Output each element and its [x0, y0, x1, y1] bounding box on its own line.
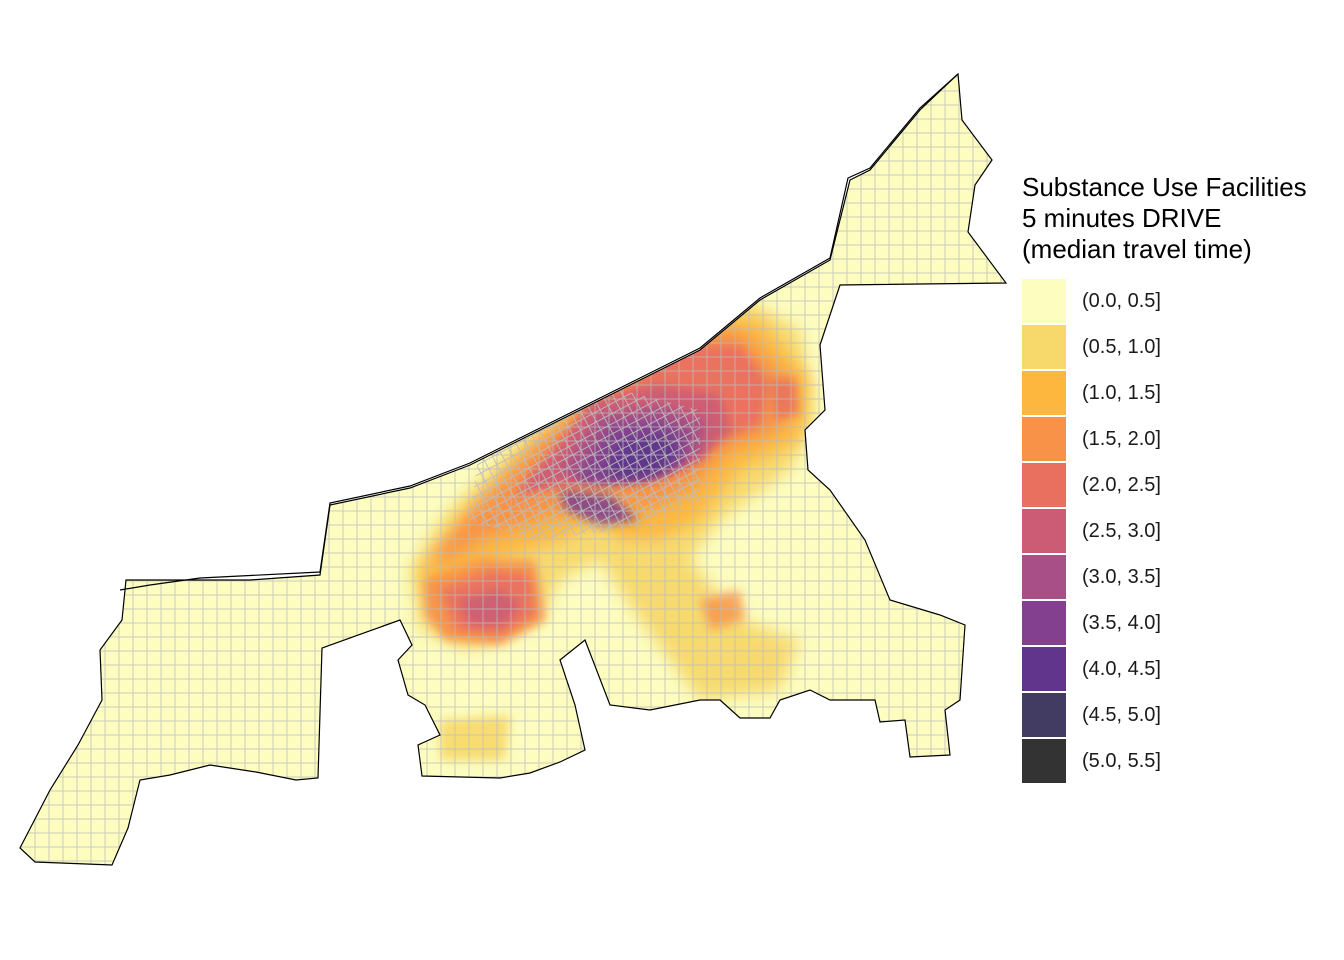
- legend-label: (3.5, 4.0]: [1082, 611, 1161, 634]
- legend-title-line-3: (median travel time): [1022, 234, 1252, 264]
- legend-item: (4.0, 4.5]: [1022, 646, 1344, 692]
- legend-item: (1.5, 2.0]: [1022, 416, 1344, 462]
- legend-item: (2.0, 2.5]: [1022, 462, 1344, 508]
- legend-swatch: [1022, 739, 1066, 783]
- legend-item: (1.0, 1.5]: [1022, 370, 1344, 416]
- choropleth-map: [19, 73, 1007, 866]
- legend-label: (5.0, 5.5]: [1082, 749, 1161, 772]
- legend-label: (1.0, 1.5]: [1082, 381, 1161, 404]
- legend-swatch: [1022, 693, 1066, 737]
- legend-label: (4.0, 4.5]: [1082, 657, 1161, 680]
- legend-swatch: [1022, 555, 1066, 599]
- legend: Substance Use Facilities 5 minutes DRIVE…: [1022, 172, 1344, 784]
- legend-item: (0.5, 1.0]: [1022, 324, 1344, 370]
- legend-label: (0.5, 1.0]: [1082, 335, 1161, 358]
- legend-item: (3.5, 4.0]: [1022, 600, 1344, 646]
- legend-item: (5.0, 5.5]: [1022, 738, 1344, 784]
- legend-swatch: [1022, 647, 1066, 691]
- legend-swatch: [1022, 463, 1066, 507]
- legend-swatch: [1022, 601, 1066, 645]
- legend-swatch: [1022, 279, 1066, 323]
- legend-swatch: [1022, 417, 1066, 461]
- legend-label: (0.0, 0.5]: [1082, 289, 1161, 312]
- legend-label: (2.5, 3.0]: [1082, 519, 1161, 542]
- legend-label: (4.5, 5.0]: [1082, 703, 1161, 726]
- legend-label: (1.5, 2.0]: [1082, 427, 1161, 450]
- legend-swatch: [1022, 325, 1066, 369]
- legend-swatch: [1022, 509, 1066, 553]
- lake-shoreline: [119, 73, 959, 591]
- legend-items: (0.0, 0.5] (0.5, 1.0] (1.0, 1.5] (1.5, 2.0]…: [1022, 278, 1344, 784]
- legend-item: (3.0, 3.5]: [1022, 554, 1344, 600]
- legend-title-line-2: 5 minutes DRIVE: [1022, 203, 1222, 233]
- legend-item: (4.5, 5.0]: [1022, 692, 1344, 738]
- legend-item: (2.5, 3.0]: [1022, 508, 1344, 554]
- legend-label: (2.0, 2.5]: [1082, 473, 1161, 496]
- legend-title-line-1: Substance Use Facilities: [1022, 172, 1307, 202]
- legend-item: (0.0, 0.5]: [1022, 278, 1344, 324]
- legend-label: (3.0, 3.5]: [1082, 565, 1161, 588]
- legend-swatch: [1022, 371, 1066, 415]
